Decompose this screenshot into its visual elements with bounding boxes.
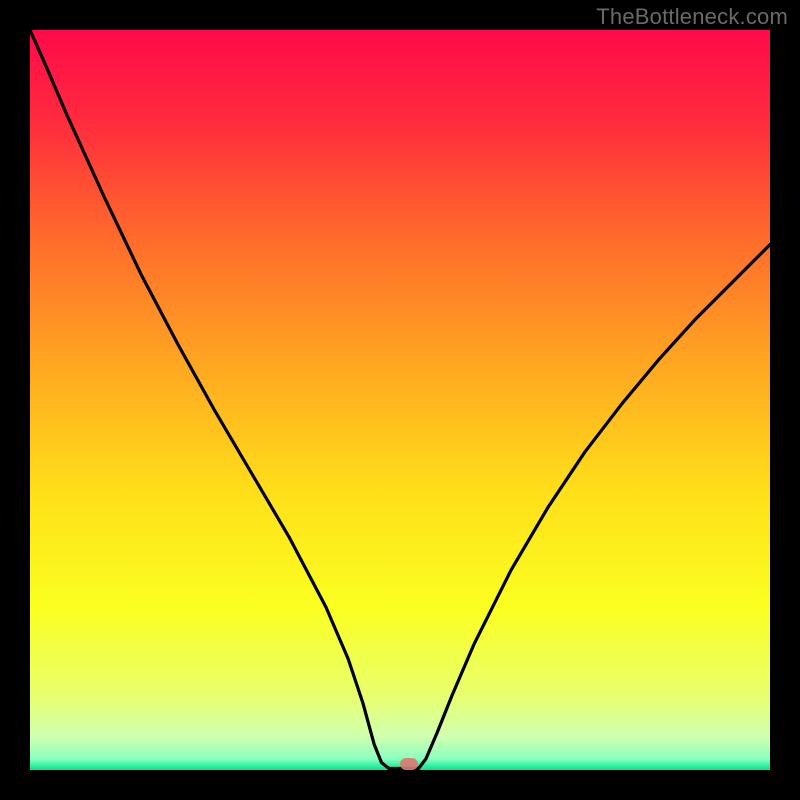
chart-container: TheBottleneck.com [0, 0, 800, 800]
bottleneck-curve [30, 30, 770, 770]
plot-area [30, 30, 770, 770]
watermark-text: TheBottleneck.com [596, 4, 788, 30]
optimum-marker [400, 758, 418, 770]
